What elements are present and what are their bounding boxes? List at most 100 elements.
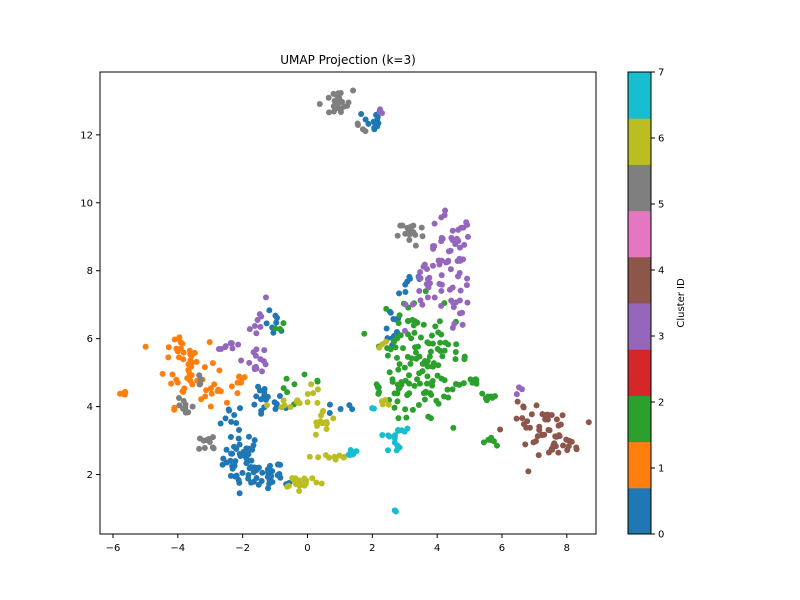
point-cluster-3 xyxy=(464,221,471,228)
colorbar-segment xyxy=(628,487,651,535)
point-cluster-3 xyxy=(438,214,445,221)
point-cluster-3 xyxy=(450,304,457,311)
point-cluster-2 xyxy=(415,402,422,409)
point-cluster-2 xyxy=(456,381,463,388)
point-cluster-2 xyxy=(395,415,402,422)
point-cluster-2 xyxy=(424,380,431,387)
colorbar-segment xyxy=(628,303,651,350)
point-cluster-1 xyxy=(180,349,187,356)
point-cluster-0 xyxy=(258,410,265,417)
point-cluster-4 xyxy=(520,403,527,410)
point-cluster-2 xyxy=(491,393,498,400)
point-cluster-2 xyxy=(395,320,402,327)
point-cluster-1 xyxy=(173,345,180,352)
x-tick-label: −6 xyxy=(106,543,121,554)
point-cluster-2 xyxy=(408,355,415,362)
point-cluster-2 xyxy=(433,397,440,404)
point-cluster-3 xyxy=(401,327,408,334)
point-cluster-1 xyxy=(209,360,216,367)
point-cluster-3 xyxy=(461,241,468,248)
point-cluster-2 xyxy=(485,436,492,443)
point-cluster-0 xyxy=(222,415,229,422)
point-cluster-5 xyxy=(325,94,332,101)
colorbar-segment xyxy=(628,395,651,443)
point-cluster-1 xyxy=(234,390,241,397)
colorbar-segment xyxy=(628,118,651,165)
point-cluster-0 xyxy=(236,490,243,497)
point-cluster-3 xyxy=(218,345,225,352)
y-tick-label: 10 xyxy=(80,198,93,209)
point-cluster-0 xyxy=(277,474,284,481)
point-cluster-0 xyxy=(273,319,280,326)
colorbar-tick-label: 4 xyxy=(658,266,664,277)
point-cluster-2 xyxy=(428,332,435,339)
point-cluster-0 xyxy=(223,446,230,453)
point-cluster-2 xyxy=(429,378,436,385)
point-cluster-2 xyxy=(424,363,431,370)
point-cluster-6 xyxy=(280,397,287,404)
point-cluster-0 xyxy=(271,399,278,406)
point-cluster-4 xyxy=(534,433,541,440)
point-cluster-3 xyxy=(229,345,236,352)
point-cluster-1 xyxy=(216,367,223,374)
point-cluster-2 xyxy=(416,380,423,387)
point-cluster-0 xyxy=(253,393,260,400)
point-cluster-5 xyxy=(316,100,323,107)
y-tick-label: 6 xyxy=(87,334,93,345)
point-cluster-4 xyxy=(542,416,549,423)
point-cluster-5 xyxy=(189,403,196,410)
point-cluster-6 xyxy=(314,386,321,393)
point-cluster-3 xyxy=(251,364,258,371)
point-cluster-2 xyxy=(427,348,434,355)
point-cluster-3 xyxy=(460,256,467,263)
point-cluster-2 xyxy=(412,349,419,356)
point-cluster-3 xyxy=(464,275,471,282)
point-cluster-1 xyxy=(201,364,208,371)
point-cluster-4 xyxy=(568,438,575,445)
point-cluster-2 xyxy=(438,331,445,338)
point-cluster-3 xyxy=(253,330,260,337)
point-cluster-3 xyxy=(235,341,242,348)
point-cluster-2 xyxy=(469,379,476,386)
point-cluster-5 xyxy=(337,90,344,97)
point-cluster-0 xyxy=(239,469,246,476)
point-cluster-1 xyxy=(121,388,128,395)
point-cluster-4 xyxy=(532,438,539,445)
point-cluster-4 xyxy=(556,432,563,439)
point-cluster-2 xyxy=(375,390,382,397)
point-cluster-5 xyxy=(394,232,401,239)
point-cluster-0 xyxy=(253,475,260,482)
point-cluster-3 xyxy=(449,237,456,244)
y-tick-label: 2 xyxy=(87,470,93,481)
point-cluster-3 xyxy=(516,384,523,391)
point-cluster-3 xyxy=(417,269,424,276)
point-cluster-6 xyxy=(309,475,316,482)
point-cluster-3 xyxy=(254,317,261,324)
point-cluster-2 xyxy=(444,386,451,393)
point-cluster-7 xyxy=(353,448,360,455)
point-cluster-2 xyxy=(411,329,418,336)
point-cluster-0 xyxy=(229,463,236,470)
point-cluster-2 xyxy=(439,353,446,360)
colorbar-segment xyxy=(628,164,651,212)
point-cluster-2 xyxy=(424,373,431,380)
point-cluster-2 xyxy=(484,393,491,400)
point-cluster-3 xyxy=(424,294,431,301)
point-cluster-6 xyxy=(264,402,271,409)
point-cluster-2 xyxy=(438,375,445,382)
point-cluster-2 xyxy=(386,369,393,376)
point-cluster-0 xyxy=(402,281,409,288)
point-cluster-0 xyxy=(276,392,283,399)
point-cluster-4 xyxy=(522,441,529,448)
point-cluster-2 xyxy=(395,366,402,373)
point-cluster-5 xyxy=(341,103,348,110)
point-cluster-0 xyxy=(402,289,409,296)
point-cluster-4 xyxy=(525,468,532,475)
point-cluster-0 xyxy=(230,443,237,450)
point-cluster-3 xyxy=(445,248,452,255)
point-cluster-6 xyxy=(382,396,389,403)
point-cluster-1 xyxy=(188,352,195,359)
point-cluster-7 xyxy=(370,405,377,412)
point-cluster-3 xyxy=(260,358,267,365)
point-cluster-0 xyxy=(365,120,372,127)
